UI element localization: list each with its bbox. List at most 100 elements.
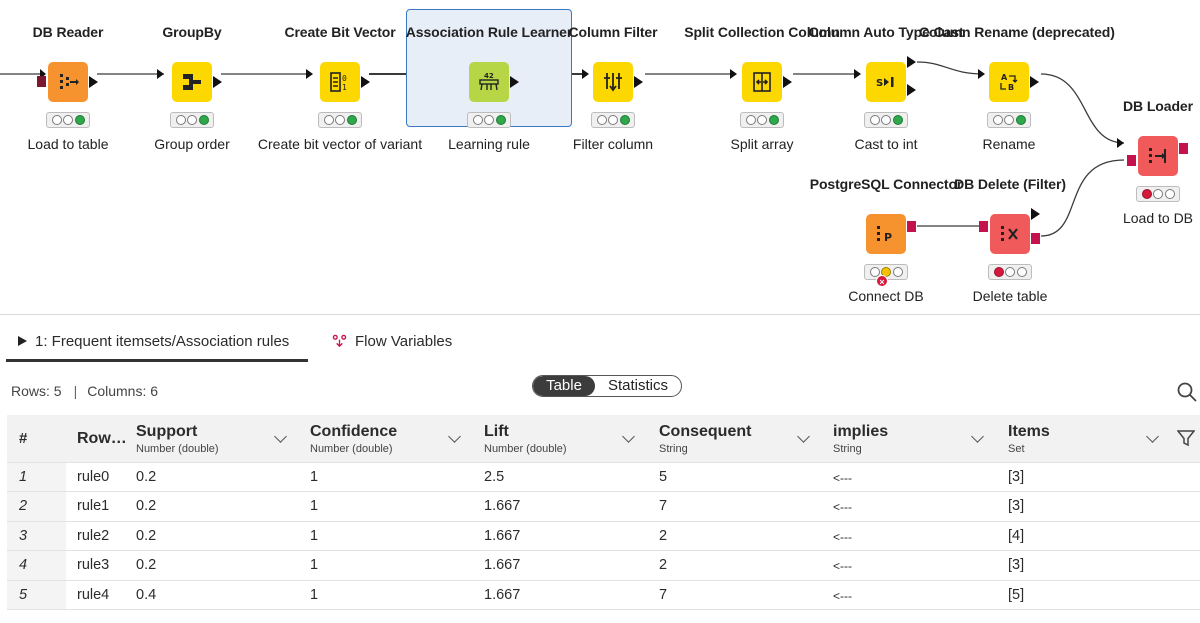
node-label[interactable]: Learning rule	[448, 136, 530, 152]
cell-consequent: 7	[659, 498, 668, 515]
table-view-button[interactable]: Table	[533, 376, 595, 396]
output-port[interactable]	[1179, 143, 1188, 154]
node-label[interactable]: Group order	[154, 136, 230, 152]
node-icon-box[interactable]: 42	[469, 62, 509, 102]
tab-frequent-itemsets[interactable]: 1: Frequent itemsets/Association rules	[18, 327, 299, 355]
association-rule-icon: 42	[479, 72, 499, 91]
search-icon[interactable]	[1176, 381, 1198, 403]
connection-wire	[1040, 159, 1125, 237]
output-port[interactable]	[361, 76, 370, 88]
db-delete-icon	[1001, 226, 1018, 241]
split-collection-icon	[753, 72, 771, 92]
filter-icon[interactable]	[1177, 429, 1195, 447]
node-status	[864, 112, 908, 128]
chevron-down-icon[interactable]	[622, 430, 635, 443]
chevron-down-icon[interactable]	[971, 430, 984, 443]
node-db-reader[interactable]: DB Reader Load to table	[0, 24, 158, 164]
cell-support: 0.2	[136, 527, 157, 544]
node-status	[740, 112, 784, 128]
column-header-implies[interactable]: implies String	[833, 415, 998, 463]
node-label[interactable]: Filter column	[572, 136, 654, 152]
row-index: 5	[19, 586, 28, 603]
node-split-collection-column[interactable]: Split Collection Column Split array	[672, 24, 852, 164]
output-tabs: 1: Frequent itemsets/Association rules F…	[0, 315, 1200, 363]
chevron-down-icon[interactable]	[1146, 430, 1159, 443]
output-port[interactable]	[907, 56, 916, 68]
node-title: Split Collection Column	[684, 24, 840, 40]
table-row[interactable]: 3 rule2 0.2 1 1.667 2 <--- [4]	[7, 521, 1200, 552]
node-db-loader[interactable]: DB Loader Load to DB	[1068, 98, 1200, 238]
output-port[interactable]	[907, 84, 916, 96]
tab-label: 1: Frequent itemsets/Association rules	[35, 332, 290, 350]
node-status	[1136, 186, 1180, 202]
node-label[interactable]: Connect DB	[848, 288, 924, 304]
output-port[interactable]	[783, 76, 792, 88]
input-port[interactable]	[37, 76, 46, 87]
node-icon-box[interactable]	[593, 62, 633, 102]
output-port[interactable]	[1030, 76, 1039, 88]
node-column-auto-type-cast[interactable]: Column Auto Type Cast S Cast to int	[796, 24, 976, 164]
table-row[interactable]: 2 rule1 0.2 1 1.667 7 <--- [3]	[7, 492, 1200, 522]
node-label[interactable]: Cast to int	[854, 136, 918, 152]
chevron-down-icon[interactable]	[448, 430, 461, 443]
output-port[interactable]	[213, 76, 222, 88]
node-icon-box[interactable]	[48, 62, 88, 102]
chevron-down-icon[interactable]	[797, 430, 810, 443]
node-groupby[interactable]: GroupBy Group order	[102, 24, 282, 164]
node-label[interactable]: Split array	[730, 136, 794, 152]
tab-flow-variables[interactable]: Flow Variables	[332, 327, 452, 355]
table-row[interactable]: 5 rule4 0.4 1 1.667 7 <--- [5]	[7, 580, 1200, 610]
output-port[interactable]	[1031, 233, 1040, 244]
node-icon-box[interactable]	[172, 62, 212, 102]
output-port[interactable]	[89, 76, 98, 88]
cell-support: 0.2	[136, 498, 157, 515]
node-label[interactable]: Rename	[982, 136, 1036, 152]
node-icon-box[interactable]	[742, 62, 782, 102]
output-port[interactable]	[907, 221, 916, 232]
chevron-down-icon[interactable]	[274, 430, 287, 443]
node-icon-box[interactable]: S	[866, 62, 906, 102]
column-header-confidence[interactable]: Confidence Number (double)	[310, 415, 475, 463]
input-port[interactable]	[1127, 155, 1136, 166]
workflow-canvas[interactable]: DB Reader Load to table GroupBy Group or…	[0, 0, 1200, 314]
output-port[interactable]	[634, 76, 643, 88]
cell-support: 0.4	[136, 586, 157, 603]
node-icon-box[interactable]	[1138, 136, 1178, 176]
node-title: Create Bit Vector	[284, 24, 396, 40]
cell-implies: <---	[833, 471, 852, 485]
node-db-delete[interactable]: DB Delete (Filter) Delete table	[920, 176, 1100, 314]
node-status	[988, 264, 1032, 280]
node-title: PostgreSQL Connector	[809, 176, 963, 192]
row-id: rule3	[77, 557, 110, 574]
node-label[interactable]: Load to DB	[1122, 210, 1194, 226]
column-header-support[interactable]: Support Number (double)	[136, 415, 301, 463]
column-header-consequent[interactable]: Consequent String	[659, 415, 824, 463]
node-label[interactable]: Delete table	[972, 288, 1048, 304]
cell-items: [3]	[1008, 469, 1025, 485]
node-label[interactable]: Create bit vector of variant	[257, 136, 423, 152]
summary-separator: |	[73, 383, 78, 399]
node-icon-box[interactable]	[990, 214, 1030, 254]
statistics-view-button[interactable]: Statistics	[607, 377, 668, 394]
table-row[interactable]: 1 rule0 0.2 1 2.5 5 <--- [3]	[7, 463, 1200, 493]
row-index-cell	[7, 492, 66, 521]
table-row[interactable]: 4 rule3 0.2 1 1.667 2 <--- [3]	[7, 551, 1200, 581]
node-postgresql-connector[interactable]: PostgreSQL Connector P × Connect DB	[796, 176, 976, 314]
input-port[interactable]	[979, 221, 988, 232]
column-header-items[interactable]: Items Set	[1008, 415, 1173, 463]
column-header-lift[interactable]: Lift Number (double)	[484, 415, 649, 463]
rename-icon: AB	[1000, 73, 1018, 92]
node-title: DB Loader	[1123, 98, 1193, 114]
node-status	[987, 112, 1031, 128]
node-column-filter[interactable]: Column Filter Filter column	[523, 24, 703, 164]
node-association-rule-learner[interactable]: Association Rule Learner 42 Learning rul…	[399, 24, 579, 164]
flow-variable-icon	[332, 334, 347, 347]
node-label[interactable]: Load to table	[27, 136, 109, 152]
node-icon-box[interactable]: P	[866, 214, 906, 254]
output-port[interactable]	[1031, 208, 1040, 220]
output-port[interactable]	[510, 76, 519, 88]
